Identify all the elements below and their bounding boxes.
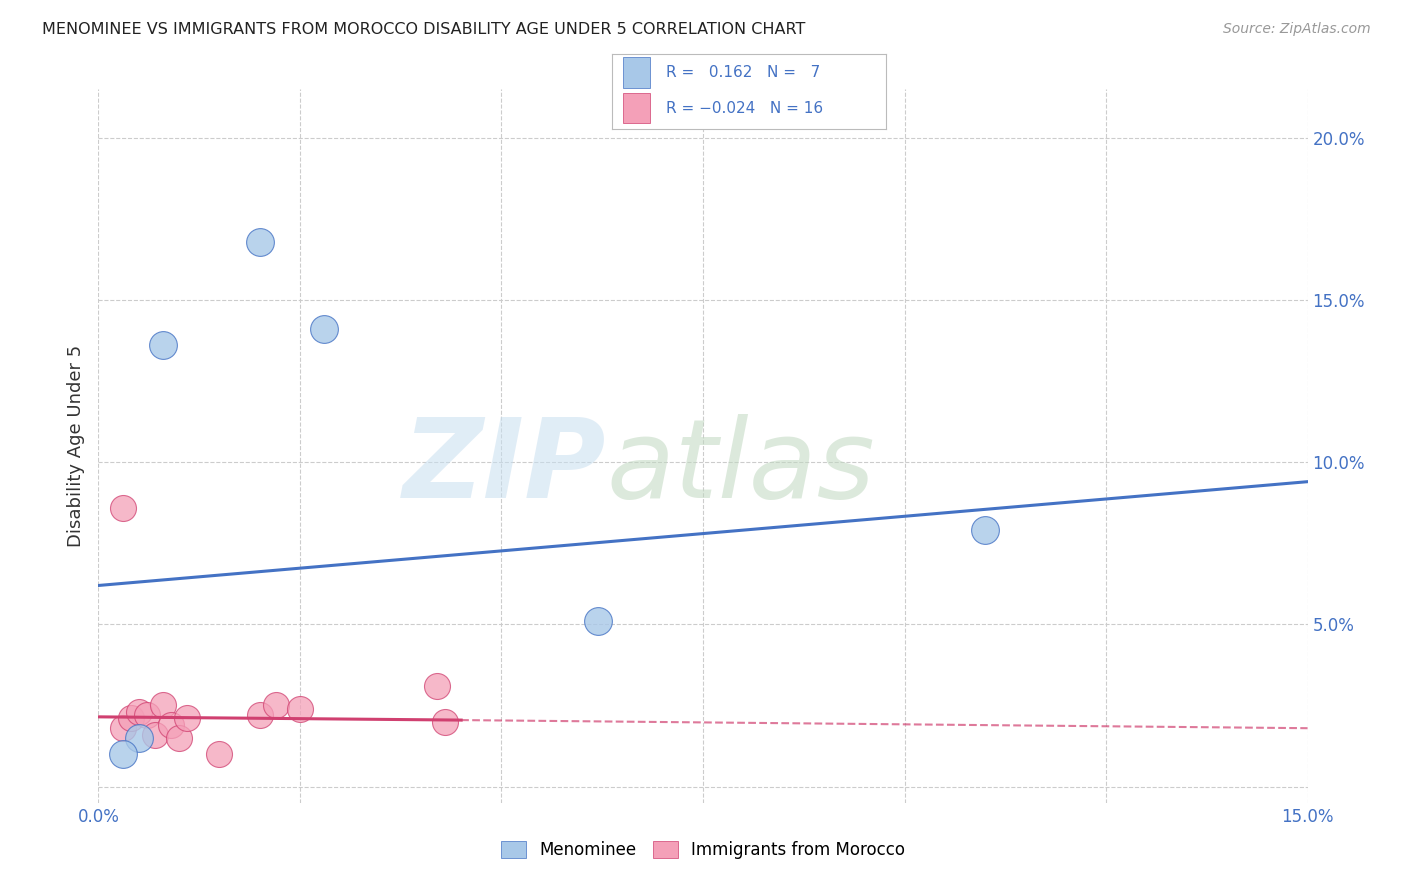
Point bbox=[111, 500, 134, 515]
Point bbox=[586, 614, 609, 628]
Text: R = −0.024   N = 16: R = −0.024 N = 16 bbox=[666, 101, 824, 116]
Point bbox=[264, 698, 287, 713]
Point bbox=[974, 524, 997, 538]
Point bbox=[120, 711, 142, 725]
Text: MENOMINEE VS IMMIGRANTS FROM MOROCCO DISABILITY AGE UNDER 5 CORRELATION CHART: MENOMINEE VS IMMIGRANTS FROM MOROCCO DIS… bbox=[42, 22, 806, 37]
Point bbox=[143, 728, 166, 742]
Point bbox=[111, 747, 134, 761]
Point bbox=[314, 322, 336, 336]
Text: ZIP: ZIP bbox=[402, 414, 606, 521]
Point bbox=[249, 235, 271, 249]
Bar bbox=[623, 93, 650, 123]
Point bbox=[111, 721, 134, 735]
Y-axis label: Disability Age Under 5: Disability Age Under 5 bbox=[66, 345, 84, 547]
Point bbox=[208, 747, 231, 761]
Point bbox=[176, 711, 198, 725]
Point bbox=[128, 705, 150, 719]
Point bbox=[167, 731, 190, 745]
Point bbox=[152, 338, 174, 352]
Point bbox=[160, 718, 183, 732]
Text: R =   0.162   N =   7: R = 0.162 N = 7 bbox=[666, 65, 821, 80]
Point bbox=[135, 708, 157, 723]
Point bbox=[434, 714, 457, 729]
Point bbox=[249, 708, 271, 723]
Bar bbox=[623, 57, 650, 87]
Legend: Menominee, Immigrants from Morocco: Menominee, Immigrants from Morocco bbox=[494, 834, 912, 866]
Text: Source: ZipAtlas.com: Source: ZipAtlas.com bbox=[1223, 22, 1371, 37]
Text: atlas: atlas bbox=[606, 414, 875, 521]
Point bbox=[128, 731, 150, 745]
Point bbox=[152, 698, 174, 713]
Point bbox=[426, 679, 449, 693]
Point bbox=[288, 702, 311, 716]
